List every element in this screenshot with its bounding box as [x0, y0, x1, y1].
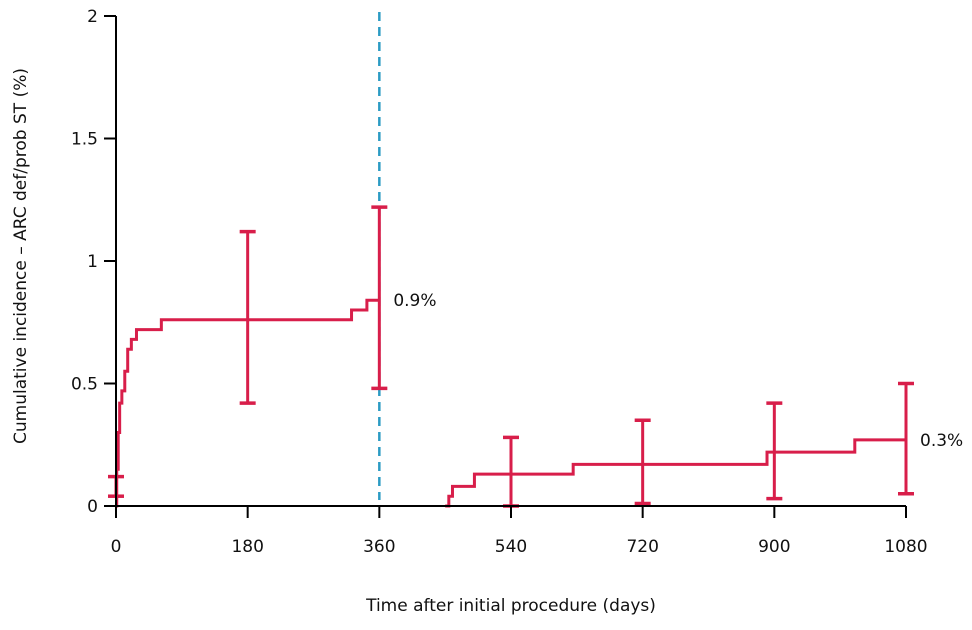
- x-tick-label: 0: [111, 537, 122, 557]
- y-tick-label: 0: [87, 497, 98, 517]
- series-line-first-year: [115, 298, 380, 508]
- y-tick-label: 1.5: [71, 130, 98, 150]
- error-bar: [371, 205, 388, 391]
- x-tick-label: 900: [758, 537, 790, 557]
- end-value-label: 0.9%: [393, 291, 436, 311]
- series-layer: [108, 205, 914, 508]
- y-tick-label: 1: [87, 252, 98, 272]
- y-tick-label: 0.5: [71, 375, 98, 395]
- error-bar: [503, 435, 519, 508]
- error-bar: [239, 229, 256, 405]
- error-bar: [634, 418, 651, 506]
- x-tick-label: 540: [495, 537, 527, 557]
- series-line-landmark: [445, 438, 906, 508]
- error-bar: [766, 401, 783, 501]
- y-axis-title: Cumulative incidence – ARC def/prob ST (…: [11, 68, 31, 444]
- x-tick-label: 720: [626, 537, 658, 557]
- axis-ticks: 0 180 360 540 720 900 1080 0 0.5 1 1.5 2: [71, 7, 928, 557]
- x-tick-label: 1080: [884, 537, 927, 557]
- x-tick-label: 180: [231, 537, 263, 557]
- x-tick-label: 360: [363, 537, 395, 557]
- x-axis-title: Time after initial procedure (days): [365, 596, 656, 616]
- end-value-label: 0.3%: [920, 431, 963, 451]
- y-tick-label: 2: [87, 7, 98, 27]
- error-bar: [898, 381, 914, 496]
- end-labels: 0.9% 0.3%: [393, 291, 963, 451]
